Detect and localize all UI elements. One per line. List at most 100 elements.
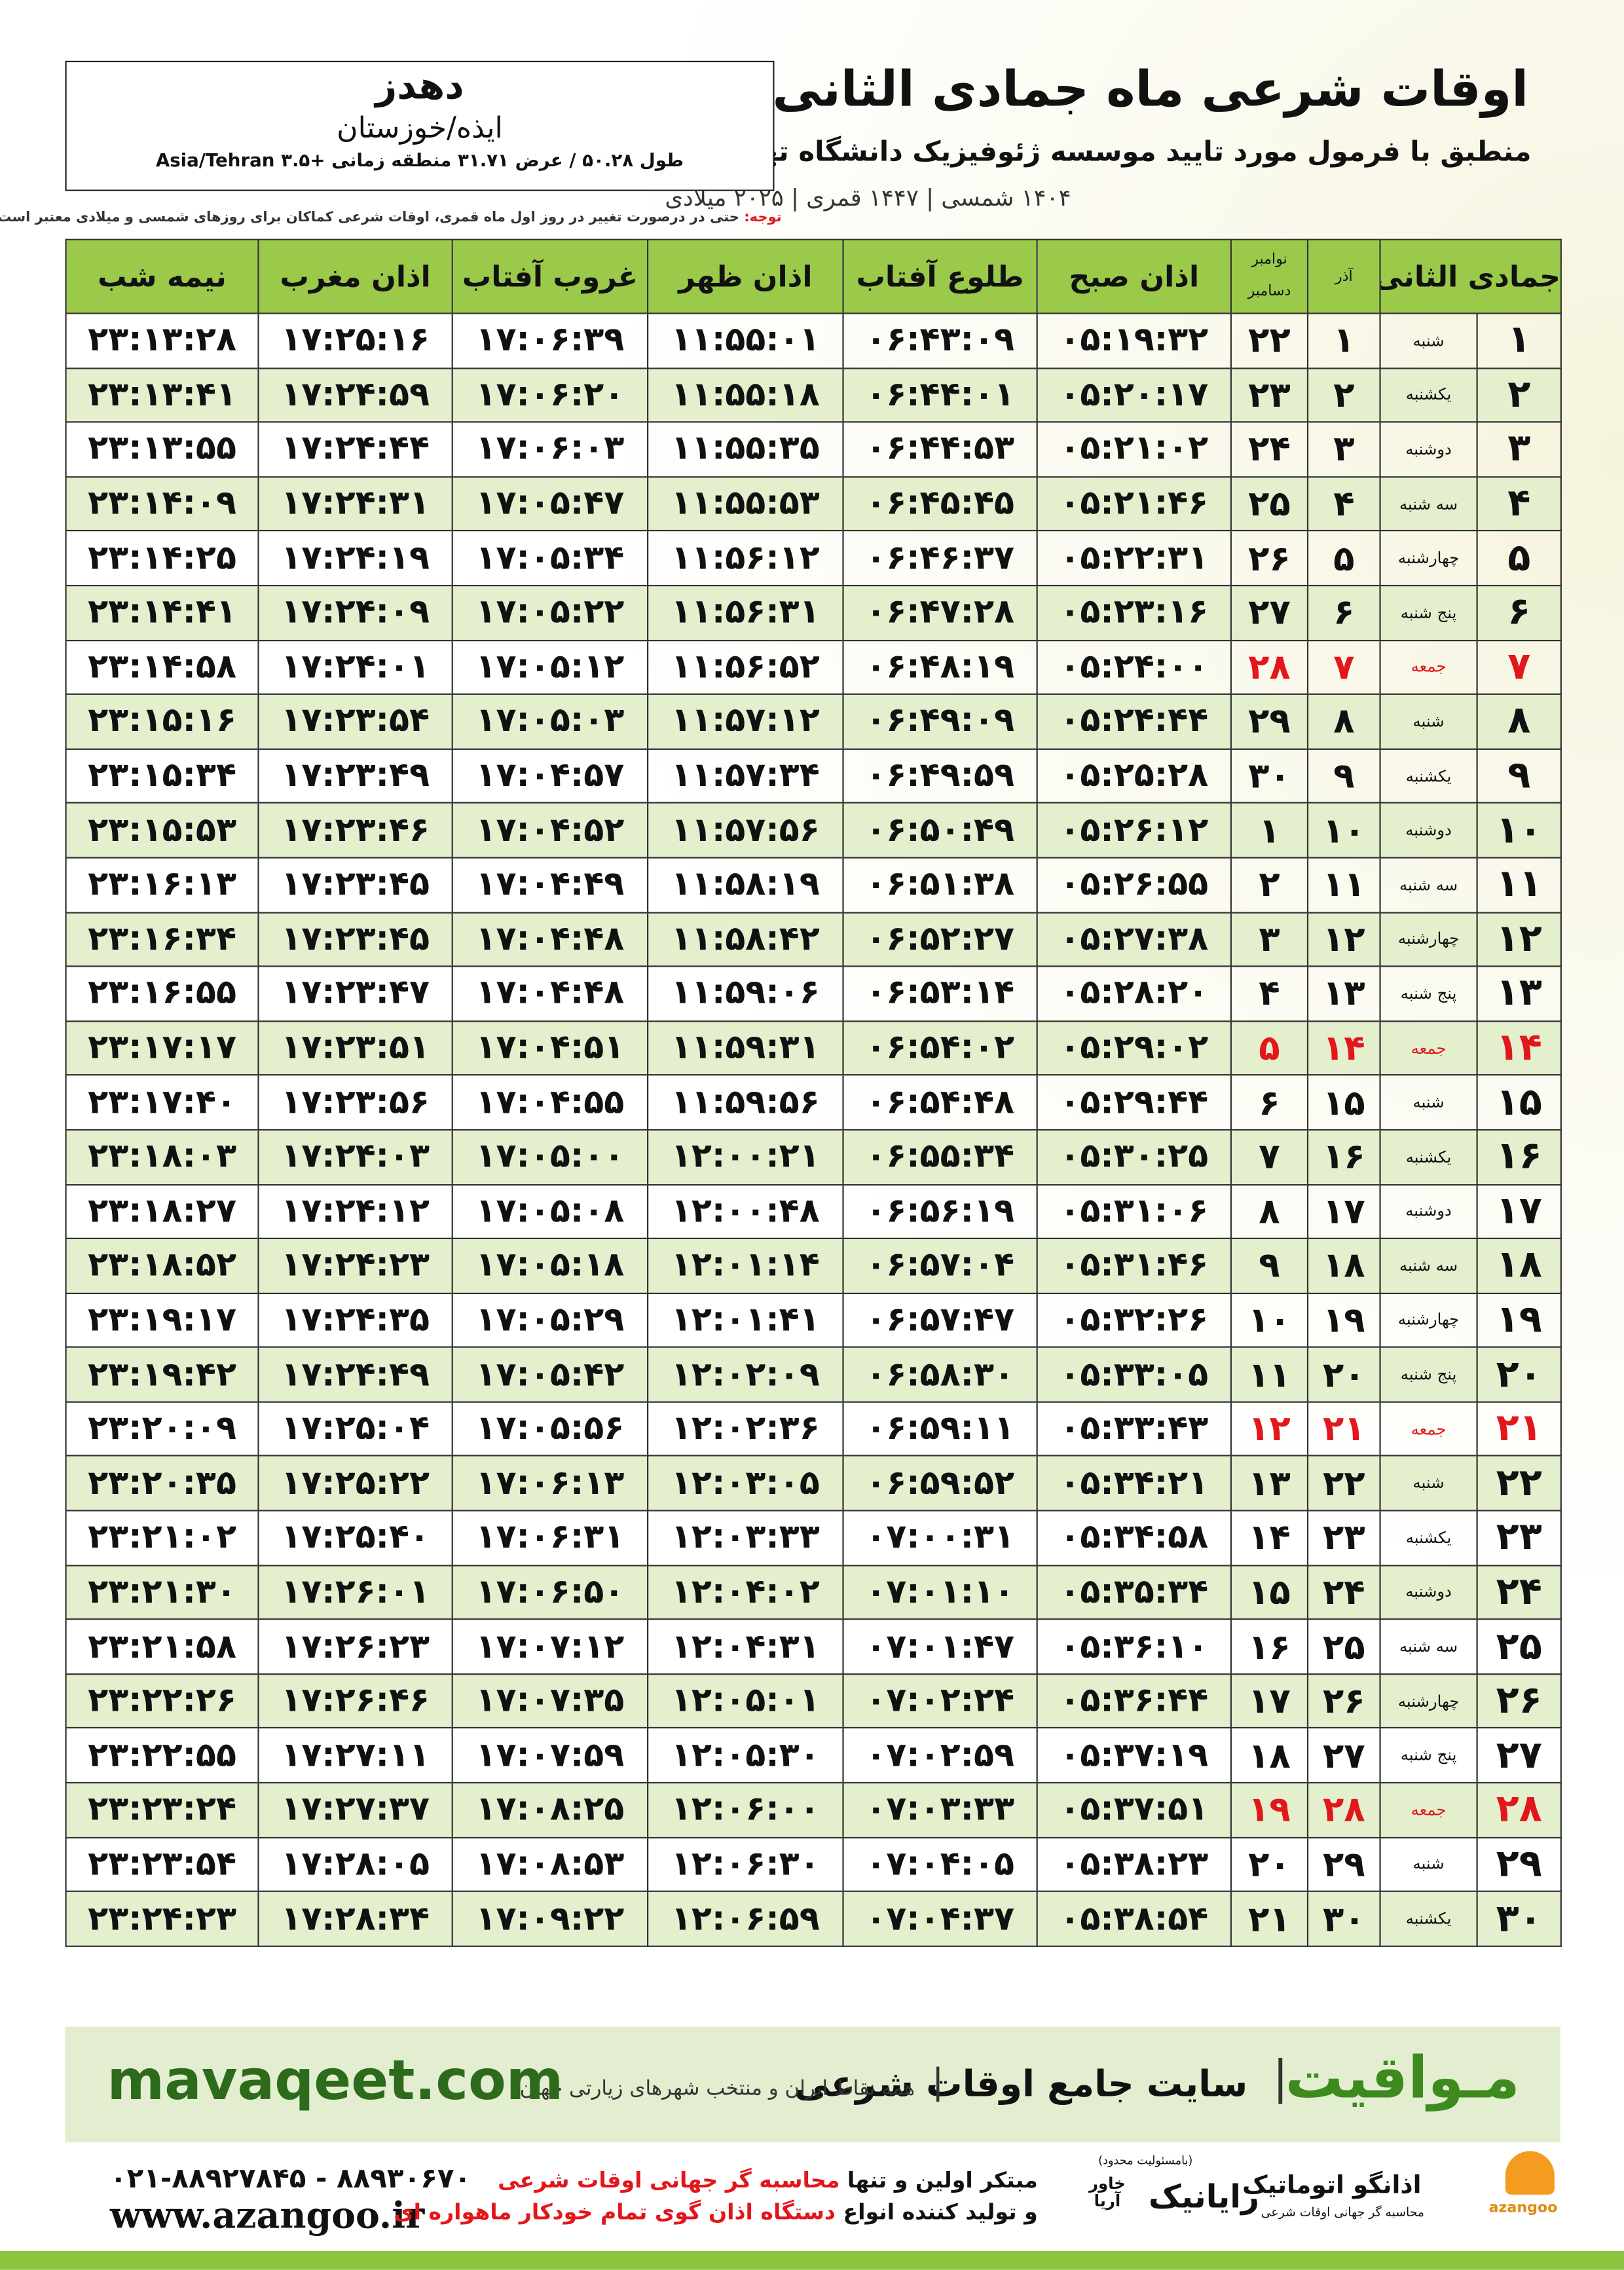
table-row: ۶ پنج شنبه ۶ ۲۷ ۰۵:۲۳:۱۶ ۰۶:۴۷:۲۸ ۱۱:۵۶:۳۱ ۱۷:۰… xyxy=(65,584,1562,641)
sunset: ۱۷:۰۴:۴۸ xyxy=(451,911,649,967)
gregorian-day: ۲۱ xyxy=(1230,1891,1309,1947)
maghrib: ۱۷:۲۵:۱۶ xyxy=(257,312,453,369)
solar-day: ۱۳ xyxy=(1306,965,1381,1022)
midnight: ۲۳:۱۵:۳۴ xyxy=(65,748,259,804)
rayanik-logo: رایانیک xyxy=(1148,2180,1259,2216)
lunar-day: ۲ xyxy=(1476,367,1562,423)
fajr: ۰۵:۳۵:۳۴ xyxy=(1036,1564,1232,1620)
gregorian-day: ۵ xyxy=(1230,1020,1309,1076)
table-row: ۲۴ دوشنبه ۲۴ ۱۵ ۰۵:۳۵:۳۴ ۰۷:۰۱:۱۰ ۱۲:۰۴:۰۲ ۱۷:۰… xyxy=(65,1564,1562,1620)
sunrise: ۰۷:۰۳:۳۳ xyxy=(842,1781,1038,1838)
dhuhr: ۱۱:۵۶:۵۲ xyxy=(647,639,844,696)
lunar-day: ۴ xyxy=(1476,475,1562,532)
table-row: ۱۲ چهارشنبه ۱۲ ۳ ۰۵:۲۷:۳۸ ۰۶:۵۲:۲۷ ۱۱:۵۸:۴۲ ۱۷:… xyxy=(65,911,1562,967)
weekday: پنج شنبه xyxy=(1379,1347,1478,1403)
midnight: ۲۳:۱۹:۱۷ xyxy=(65,1292,259,1349)
maghrib: ۱۷:۲۴:۳۱ xyxy=(257,475,453,532)
bottom-bar xyxy=(0,2251,1624,2270)
midnight: ۲۳:۲۱:۰۲ xyxy=(65,1510,259,1566)
dhuhr: ۱۲:۰۲:۰۹ xyxy=(647,1347,844,1403)
gregorian-day: ۴ xyxy=(1230,965,1309,1022)
footer-line: مبتکر اولین و تنها محاسبه گر جهانی اوقات… xyxy=(498,2167,1038,2193)
table-row: ۱۷ دوشنبه ۱۷ ۸ ۰۵:۳۱:۰۶ ۰۶:۵۶:۱۹ ۱۲:۰۰:۴۸ ۱۷:۰۵… xyxy=(65,1183,1562,1240)
maghrib: ۱۷:۲۷:۱۱ xyxy=(257,1727,453,1784)
solar-day: ۱۸ xyxy=(1306,1238,1381,1294)
weekday: یکشنبه xyxy=(1379,1891,1478,1947)
fajr: ۰۵:۳۷:۵۱ xyxy=(1036,1781,1232,1838)
sunrise: ۰۶:۵۴:۴۸ xyxy=(842,1074,1038,1131)
table-row: ۲۷ پنج شنبه ۲۷ ۱۸ ۰۵:۳۷:۱۹ ۰۷:۰۲:۵۹ ۱۲:۰۵:۳۰ ۱۷… xyxy=(65,1727,1562,1784)
midnight: ۲۳:۱۸:۵۲ xyxy=(65,1238,259,1294)
sunrise: ۰۷:۰۴:۰۵ xyxy=(842,1836,1038,1893)
khavar-logo: خاور آریا xyxy=(1088,2174,1126,2211)
fajr: ۰۵:۱۹:۳۲ xyxy=(1036,312,1232,369)
weekday: چهارشنبه xyxy=(1379,530,1478,587)
midnight: ۲۳:۲۰:۳۵ xyxy=(65,1455,259,1512)
sunrise: ۰۶:۵۲:۲۷ xyxy=(842,911,1038,967)
note: توجه: حتی در درصورت تغییر در روز اول ماه… xyxy=(0,210,782,225)
maghrib: ۱۷:۲۳:۵۴ xyxy=(257,694,453,750)
gregorian-day: ۲۹ xyxy=(1230,694,1309,750)
lunar-day: ۲۷ xyxy=(1476,1727,1562,1784)
footer-text: مبتکر اولین و تنها xyxy=(847,2167,1038,2193)
weekday: پنج شنبه xyxy=(1379,965,1478,1022)
maghrib: ۱۷:۲۴:۴۹ xyxy=(257,1347,453,1403)
sunset: ۱۷:۰۶:۵۰ xyxy=(451,1564,649,1620)
sunrise: ۰۷:۰۱:۱۰ xyxy=(842,1564,1038,1620)
solar-day: ۱۵ xyxy=(1306,1074,1381,1131)
fajr: ۰۵:۲۷:۳۸ xyxy=(1036,911,1232,967)
gregorian-day: ۲۰ xyxy=(1230,1836,1309,1893)
gregorian-day: ۲۷ xyxy=(1230,584,1309,641)
website[interactable]: www.azangoo.ir xyxy=(109,2194,425,2237)
sunrise: ۰۶:۵۸:۳۰ xyxy=(842,1347,1038,1403)
lunar-day: ۱ xyxy=(1476,312,1562,369)
solar-day: ۲۹ xyxy=(1306,1836,1381,1893)
table-row: ۲۰ پنج شنبه ۲۰ ۱۱ ۰۵:۳۳:۰۵ ۰۶:۵۸:۳۰ ۱۲:۰۲:۰۹ ۱۷… xyxy=(65,1347,1562,1403)
maghrib: ۱۷:۲۴:۰۹ xyxy=(257,584,453,641)
dhuhr: ۱۲:۰۴:۰۲ xyxy=(647,1564,844,1620)
footer-text: و تولید کننده انواع xyxy=(843,2199,1038,2225)
fajr: ۰۵:۲۵:۲۸ xyxy=(1036,748,1232,804)
dhuhr: ۱۲:۰۰:۴۸ xyxy=(647,1183,844,1240)
table-row: ۲۵ سه شنبه ۲۵ ۱۶ ۰۵:۳۶:۱۰ ۰۷:۰۱:۴۷ ۱۲:۰۴:۳۱ ۱۷:… xyxy=(65,1618,1562,1675)
weekday: جمعه xyxy=(1379,1781,1478,1838)
lunar-day: ۲۱ xyxy=(1476,1401,1562,1457)
azangoo-icon xyxy=(1505,2151,1555,2195)
weekday: جمعه xyxy=(1379,1020,1478,1076)
weekday: دوشنبه xyxy=(1379,1564,1478,1620)
maghrib: ۱۷:۲۵:۴۰ xyxy=(257,1510,453,1566)
separator: | xyxy=(1272,2049,1289,2105)
sunset: ۱۷:۰۷:۱۲ xyxy=(451,1618,649,1675)
fajr: ۰۵:۲۴:۴۴ xyxy=(1036,694,1232,750)
gregorian-day: ۱۶ xyxy=(1230,1618,1309,1675)
sunset: ۱۷:۰۵:۰۳ xyxy=(451,694,649,750)
dhuhr: ۱۱:۵۸:۴۲ xyxy=(647,911,844,967)
sunset: ۱۷:۰۵:۵۶ xyxy=(451,1401,649,1457)
dhuhr: ۱۲:۰۴:۳۱ xyxy=(647,1618,844,1675)
gregorian-day: ۱ xyxy=(1230,802,1309,859)
weekday: چهارشنبه xyxy=(1379,911,1478,967)
gregorian-day: ۲۴ xyxy=(1230,421,1309,477)
solar-day: ۱۲ xyxy=(1306,911,1381,967)
midnight: ۲۳:۱۳:۵۵ xyxy=(65,421,259,477)
lunar-day: ۱۵ xyxy=(1476,1074,1562,1131)
fajr: ۰۵:۲۴:۰۰ xyxy=(1036,639,1232,696)
solar-day: ۱۰ xyxy=(1306,802,1381,859)
site-url[interactable]: mavaqeet.com xyxy=(107,2048,564,2112)
lunar-day: ۱۶ xyxy=(1476,1128,1562,1185)
sunrise: ۰۶:۴۵:۴۵ xyxy=(842,475,1038,532)
dhuhr: ۱۱:۵۵:۵۳ xyxy=(647,475,844,532)
table-row: ۱۱ سه شنبه ۱۱ ۲ ۰۵:۲۶:۵۵ ۰۶:۵۱:۳۸ ۱۱:۵۸:۱۹ ۱۷:۰… xyxy=(65,857,1562,913)
sunset: ۱۷:۰۵:۱۲ xyxy=(451,639,649,696)
lunar-day: ۲۵ xyxy=(1476,1618,1562,1675)
dhuhr: ۱۱:۵۶:۱۲ xyxy=(647,530,844,587)
midnight: ۲۳:۲۴:۲۳ xyxy=(65,1891,259,1947)
maghrib: ۱۷:۲۶:۴۶ xyxy=(257,1673,453,1730)
sunset: ۱۷:۰۴:۴۹ xyxy=(451,857,649,913)
dhuhr: ۱۲:۰۲:۳۶ xyxy=(647,1401,844,1457)
solar-day: ۴ xyxy=(1306,475,1381,532)
sunset: ۱۷:۰۵:۰۰ xyxy=(451,1128,649,1185)
sunset: ۱۷:۰۶:۲۰ xyxy=(451,367,649,423)
gregorian-day: ۱۴ xyxy=(1230,1510,1309,1566)
weekday: سه شنبه xyxy=(1379,475,1478,532)
